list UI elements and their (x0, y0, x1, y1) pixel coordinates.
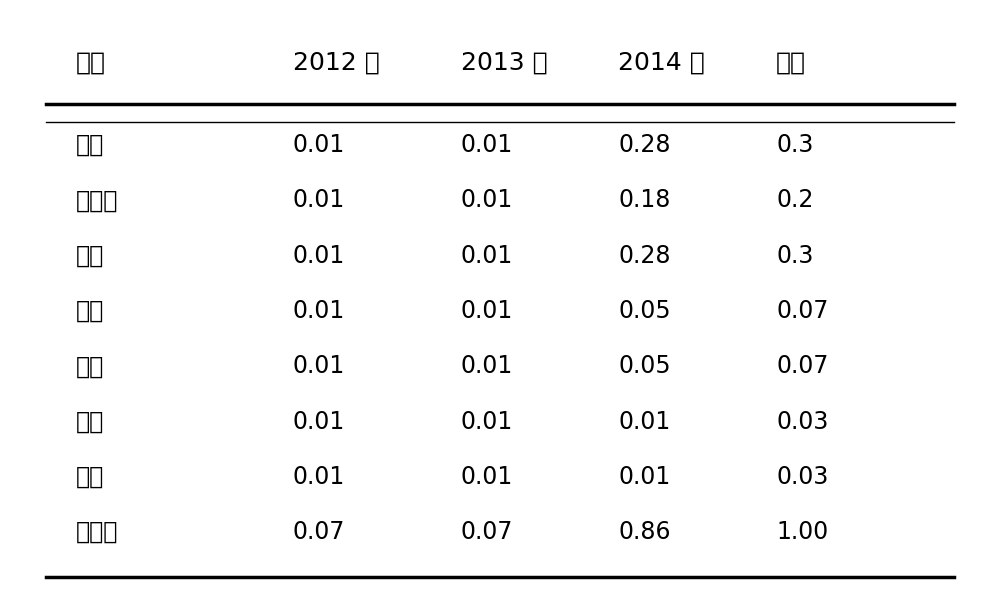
Text: 0.3: 0.3 (776, 244, 813, 268)
Text: 0.01: 0.01 (461, 409, 513, 433)
Text: 0.01: 0.01 (293, 355, 345, 378)
Text: 枣园: 枣园 (76, 465, 104, 489)
Text: 0.01: 0.01 (461, 355, 513, 378)
Text: 0.86: 0.86 (618, 520, 671, 544)
Text: 0.01: 0.01 (293, 188, 345, 213)
Text: 1.00: 1.00 (776, 520, 828, 544)
Text: 0.28: 0.28 (618, 244, 671, 268)
Text: 2012 年: 2012 年 (293, 51, 380, 75)
Text: 0.01: 0.01 (293, 244, 345, 268)
Text: 0.05: 0.05 (618, 299, 671, 323)
Text: 0.03: 0.03 (776, 465, 828, 489)
Text: 姚店: 姚店 (76, 299, 104, 323)
Text: 0.01: 0.01 (618, 465, 671, 489)
Text: 0.01: 0.01 (293, 299, 345, 323)
Text: 小计: 小计 (776, 51, 806, 75)
Text: 2013 年: 2013 年 (461, 51, 547, 75)
Text: 0.01: 0.01 (618, 409, 671, 433)
Text: 0.3: 0.3 (776, 133, 813, 157)
Text: 蟠龙: 蟠龙 (76, 244, 104, 268)
Text: 柳林: 柳林 (76, 409, 104, 433)
Text: 0.18: 0.18 (618, 188, 671, 213)
Text: 0.01: 0.01 (461, 299, 513, 323)
Text: 总计：: 总计： (76, 520, 118, 544)
Text: 0.07: 0.07 (776, 355, 828, 378)
Text: 0.01: 0.01 (461, 133, 513, 157)
Text: 0.01: 0.01 (461, 244, 513, 268)
Text: 0.07: 0.07 (461, 520, 513, 544)
Text: 川口: 川口 (76, 133, 104, 157)
Text: 0.07: 0.07 (293, 520, 345, 544)
Text: 0.01: 0.01 (293, 409, 345, 433)
Text: 0.01: 0.01 (461, 465, 513, 489)
Text: 乡镇: 乡镇 (76, 51, 106, 75)
Text: 0.07: 0.07 (776, 299, 828, 323)
Text: 0.01: 0.01 (293, 465, 345, 489)
Text: 冯庄: 冯庄 (76, 355, 104, 378)
Text: 2014 年: 2014 年 (618, 51, 705, 75)
Text: 0.01: 0.01 (461, 188, 513, 213)
Text: 0.05: 0.05 (618, 355, 671, 378)
Text: 0.2: 0.2 (776, 188, 813, 213)
Text: 0.28: 0.28 (618, 133, 671, 157)
Text: 0.03: 0.03 (776, 409, 828, 433)
Text: 0.01: 0.01 (293, 133, 345, 157)
Text: 河庄坪: 河庄坪 (76, 188, 118, 213)
